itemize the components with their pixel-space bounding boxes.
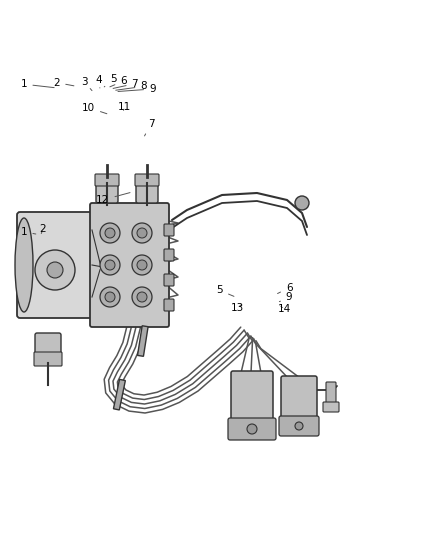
FancyBboxPatch shape (228, 418, 276, 440)
Circle shape (100, 223, 120, 243)
Circle shape (132, 255, 152, 275)
Circle shape (137, 292, 147, 302)
Circle shape (105, 292, 115, 302)
FancyBboxPatch shape (95, 174, 119, 186)
FancyBboxPatch shape (35, 333, 61, 357)
FancyBboxPatch shape (164, 274, 174, 286)
Circle shape (137, 260, 147, 270)
Text: 8: 8 (116, 82, 147, 91)
Text: 2: 2 (39, 224, 46, 234)
Circle shape (132, 287, 152, 307)
Ellipse shape (15, 218, 33, 312)
Circle shape (100, 287, 120, 307)
Text: 5: 5 (104, 74, 117, 87)
Circle shape (35, 250, 75, 290)
Circle shape (47, 262, 63, 278)
Text: 5: 5 (216, 286, 234, 296)
FancyBboxPatch shape (164, 299, 174, 311)
Circle shape (105, 260, 115, 270)
Text: 2: 2 (53, 78, 74, 87)
Text: 4: 4 (95, 75, 102, 88)
Text: 6: 6 (110, 76, 127, 87)
Text: 7: 7 (145, 119, 155, 136)
Bar (138, 326, 148, 357)
Text: 3: 3 (81, 77, 92, 91)
FancyBboxPatch shape (323, 402, 339, 412)
Text: 7: 7 (113, 79, 138, 88)
Circle shape (295, 196, 309, 210)
FancyBboxPatch shape (96, 181, 118, 203)
FancyBboxPatch shape (281, 376, 317, 418)
Text: 12: 12 (96, 192, 130, 205)
Bar (113, 379, 125, 410)
Text: 9: 9 (279, 293, 293, 302)
Circle shape (137, 228, 147, 238)
Text: 11: 11 (118, 102, 131, 111)
FancyBboxPatch shape (136, 181, 158, 203)
Text: 9: 9 (118, 84, 156, 94)
Circle shape (132, 223, 152, 243)
FancyBboxPatch shape (279, 416, 319, 436)
Circle shape (247, 424, 257, 434)
FancyBboxPatch shape (34, 352, 62, 366)
Circle shape (105, 228, 115, 238)
FancyBboxPatch shape (164, 224, 174, 236)
Text: 1: 1 (21, 79, 54, 89)
FancyBboxPatch shape (231, 371, 273, 420)
Text: 6: 6 (278, 283, 293, 294)
Text: 13: 13 (231, 303, 244, 313)
Circle shape (100, 255, 120, 275)
FancyBboxPatch shape (17, 212, 103, 318)
Text: 14: 14 (278, 304, 291, 314)
Circle shape (295, 422, 303, 430)
FancyBboxPatch shape (326, 382, 336, 406)
FancyBboxPatch shape (135, 174, 159, 186)
Text: 10: 10 (82, 103, 107, 114)
Text: 1: 1 (21, 227, 36, 237)
FancyBboxPatch shape (90, 203, 169, 327)
FancyBboxPatch shape (164, 249, 174, 261)
